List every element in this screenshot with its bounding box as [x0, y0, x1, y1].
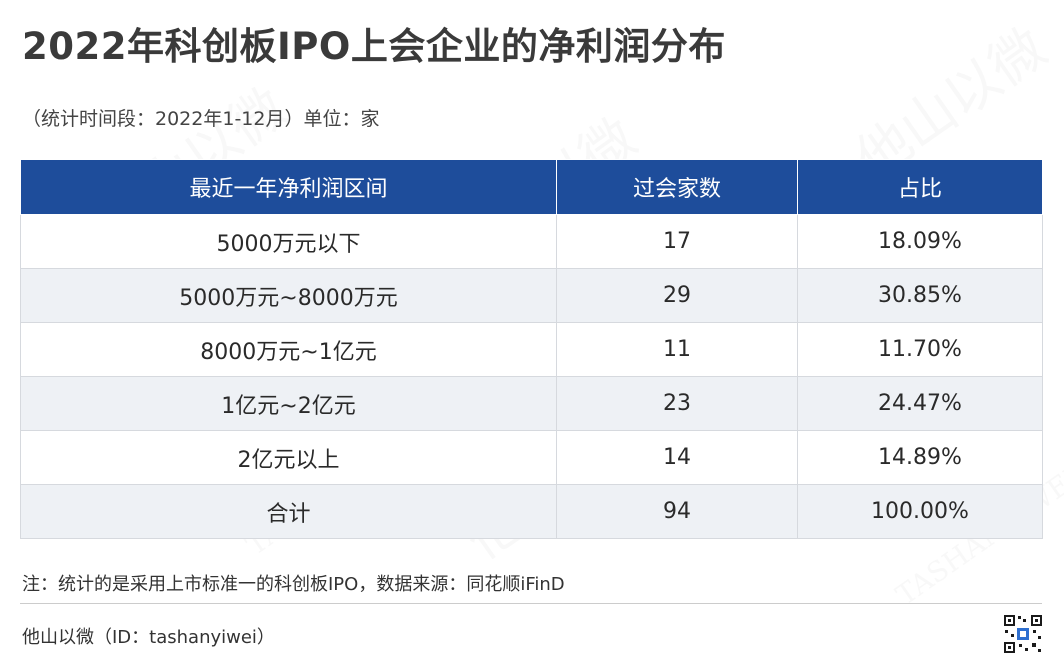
column-header-range: 最近一年净利润区间	[20, 159, 557, 215]
table-total-row: 合计 94 100.00%	[20, 484, 1043, 539]
cell-ratio: 14.89%	[797, 430, 1043, 485]
cell-count: 29	[556, 268, 798, 323]
table-row: 1亿元~2亿元 23 24.47%	[20, 376, 1043, 431]
source-note: 注：统计的是采用上市标准一的科创板IPO，数据来源：同花顺iFinD	[22, 574, 565, 595]
table-row: 8000万元~1亿元 11 11.70%	[20, 322, 1043, 377]
cell-range: 8000万元~1亿元	[20, 322, 557, 377]
table-row: 5000万元以下 17 18.09%	[20, 214, 1043, 269]
column-header-count: 过会家数	[556, 159, 798, 215]
page-subtitle: （统计时间段：2022年1-12月）单位：家	[22, 108, 380, 130]
footer-credit: 他山以微（ID：tashanyiwei）	[22, 627, 275, 648]
divider	[20, 603, 1042, 604]
cell-count: 14	[556, 430, 798, 485]
cell-range: 5000万元~8000万元	[20, 268, 557, 323]
table-row: 2亿元以上 14 14.89%	[20, 430, 1043, 485]
cell-count: 23	[556, 376, 798, 431]
cell-count: 11	[556, 322, 798, 377]
cell-range: 5000万元以下	[20, 214, 557, 269]
cell-ratio: 11.70%	[797, 322, 1043, 377]
data-table: 最近一年净利润区间 过会家数 占比 5000万元以下 17 18.09% 500…	[20, 159, 1043, 539]
cell-range: 合计	[20, 484, 557, 539]
page-title: 2022年科创板IPO上会企业的净利润分布	[22, 25, 726, 68]
cell-range: 2亿元以上	[20, 430, 557, 485]
column-header-ratio: 占比	[797, 159, 1043, 215]
table-header-row: 最近一年净利润区间 过会家数 占比	[20, 159, 1043, 215]
qr-code-icon	[1003, 614, 1043, 654]
cell-ratio: 24.47%	[797, 376, 1043, 431]
cell-ratio: 18.09%	[797, 214, 1043, 269]
cell-ratio: 100.00%	[797, 484, 1043, 539]
cell-ratio: 30.85%	[797, 268, 1043, 323]
table-row: 5000万元~8000万元 29 30.85%	[20, 268, 1043, 323]
cell-count: 94	[556, 484, 798, 539]
cell-range: 1亿元~2亿元	[20, 376, 557, 431]
cell-count: 17	[556, 214, 798, 269]
